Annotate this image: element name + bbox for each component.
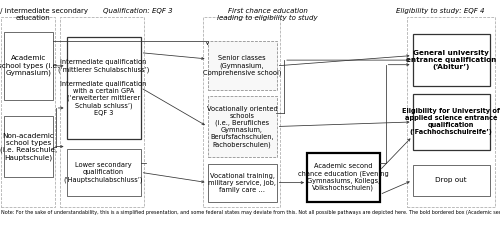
Text: Eligibility to study: EQF 4: Eligibility to study: EQF 4 — [396, 8, 484, 14]
Bar — [412, 165, 490, 196]
Text: Academic
school types (i.e.
Gymnasium): Academic school types (i.e. Gymnasium) — [0, 55, 59, 76]
Text: Academic second
chance education (Evening
Gymnasiums, Kollegs,
Volkshochschulen): Academic second chance education (Evenin… — [298, 164, 388, 191]
Text: Eligibility for University of
applied science entrance
qualification
(‘Fachhochs: Eligibility for University of applied sc… — [402, 109, 500, 135]
Bar — [66, 37, 140, 139]
Text: Lower secondary
qualification
(‘Hauptschulabschluss’): Lower secondary qualification (‘Hauptsch… — [64, 162, 144, 183]
Bar — [1, 17, 55, 207]
Bar — [307, 153, 380, 202]
Bar — [412, 94, 490, 150]
Bar — [208, 96, 276, 157]
Text: Senior classes
(Gymnasium,
Comprehensive school): Senior classes (Gymnasium, Comprehensive… — [203, 55, 281, 76]
Bar — [4, 32, 53, 100]
Text: Non-academic
school types
(i.e. Realschule,
Hauptschule): Non-academic school types (i.e. Realschu… — [0, 133, 57, 161]
Bar — [208, 164, 276, 202]
Text: Drop out: Drop out — [436, 177, 467, 183]
Text: Lower / intermediate secondary
education: Lower / intermediate secondary education — [0, 8, 88, 21]
Text: General university
entrance qualification
(‘Abitur’): General university entrance qualificatio… — [406, 50, 496, 70]
Bar — [407, 17, 494, 207]
Text: Vocationally oriented
schools
(i.e., Berufliches
Gymnasium,
Berufsfachschulen,
F: Vocationally oriented schools (i.e., Ber… — [206, 106, 278, 147]
Bar — [66, 149, 140, 196]
Text: Vocational training,
military service, job,
family care …: Vocational training, military service, j… — [208, 173, 276, 193]
Bar — [202, 17, 280, 207]
Bar — [4, 116, 53, 177]
Text: Note: For the sake of understandability, this is a simplified presentation, and : Note: For the sake of understandability,… — [1, 210, 500, 215]
Text: Qualification: EQF 3: Qualification: EQF 3 — [102, 8, 172, 14]
Bar — [412, 34, 490, 86]
Text: First chance education
leading to eligibility to study: First chance education leading to eligib… — [217, 8, 318, 21]
Bar — [208, 41, 276, 90]
Text: Intermediate qualification
(‘mittlerer Schulabschluss’)

Intermediate qualificat: Intermediate qualification (‘mittlerer S… — [58, 59, 149, 116]
Bar — [60, 17, 144, 207]
